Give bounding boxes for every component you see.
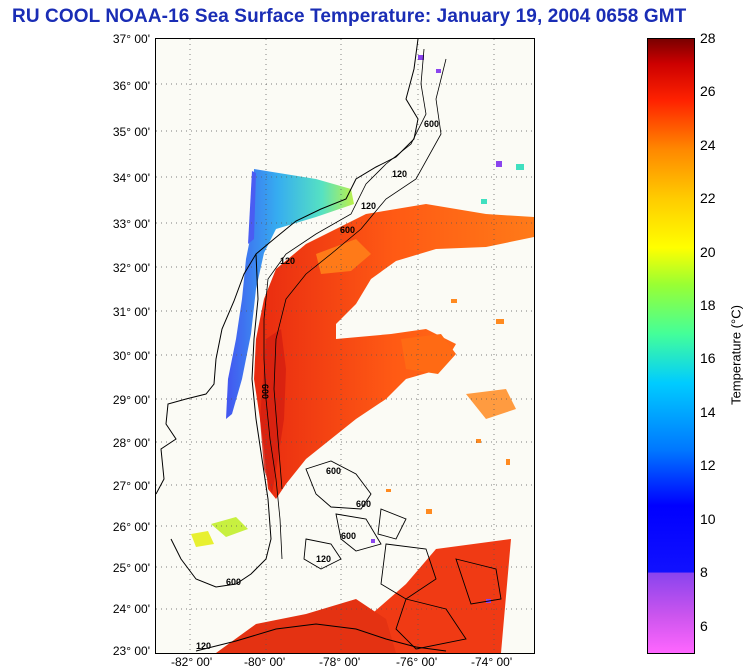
cloud-speckle <box>386 299 510 514</box>
lat-tick-label: 24° 00' <box>112 602 150 616</box>
graticule <box>156 39 534 653</box>
lat-tick-label: 35° 00' <box>112 125 150 139</box>
map-title: RU COOL NOAA-16 Sea Surface Temperature:… <box>12 6 687 27</box>
lat-tick-label: 32° 00' <box>112 261 150 275</box>
isobath-label: 600 <box>226 577 241 587</box>
cool-shelf-water <box>248 171 256 244</box>
isobath-label: 600 <box>260 384 270 399</box>
lat-tick-label: 34° 00' <box>112 171 150 185</box>
warm-patch <box>316 239 371 274</box>
colorbar-tick: 8 <box>700 564 708 580</box>
isobath <box>273 58 447 490</box>
warm-gulf-stream <box>254 204 534 499</box>
lon-tick-label: -80° 00' <box>244 655 286 669</box>
colorbar-tick: 16 <box>700 350 716 366</box>
lat-tick-label: 26° 00' <box>112 520 150 534</box>
lat-tick-label: 28° 00' <box>112 436 150 450</box>
warm-southern-block <box>366 539 511 653</box>
coastline <box>156 39 419 495</box>
isobath-label: 600 <box>356 499 371 509</box>
colorbar-tick: 6 <box>700 618 708 634</box>
warm-southern-block <box>216 599 396 653</box>
warm-patch <box>401 334 456 374</box>
sst-map-canvas: 600 120 120 600 120 600 600 600 600 120 … <box>156 39 534 653</box>
colorbar-tick: 28 <box>700 30 716 46</box>
cool-patch <box>211 517 248 537</box>
isobath-label: 600 <box>341 531 356 541</box>
lat-tick-label: 36° 00' <box>112 79 150 93</box>
isobath-label: 120 <box>361 201 376 211</box>
colorbar-tick: 12 <box>700 457 716 473</box>
colorbar-tick: 26 <box>700 83 716 99</box>
lat-tick-label: 33° 00' <box>112 217 150 231</box>
colorbar-tick: 20 <box>700 244 716 260</box>
coastline-florida <box>170 253 272 588</box>
lat-tick-label: 31° 00' <box>112 305 150 319</box>
cool-patch <box>191 531 214 547</box>
colorbar-label: Temperature (°C) <box>728 305 744 405</box>
isobath-label: 600 <box>424 119 439 129</box>
lon-tick-label: -78° 00' <box>319 655 361 669</box>
cloud-speckle <box>371 55 502 603</box>
colorbar-tick: 14 <box>700 404 716 420</box>
cuba-coastline <box>195 623 447 652</box>
isobath-label: 600 <box>340 225 355 235</box>
isobath-label: 120 <box>196 641 211 651</box>
lat-tick-label: 29° 00' <box>112 393 150 407</box>
isobath-label: 600 <box>326 466 341 476</box>
isobath-label: 120 <box>392 169 407 179</box>
temperature-colorbar <box>647 38 695 654</box>
warm-patch <box>466 389 516 419</box>
colorbar-tick: 18 <box>700 297 716 313</box>
lon-tick-label: -74° 00' <box>471 655 513 669</box>
isobath-label: 120 <box>280 256 295 266</box>
bahamas-outline <box>303 460 502 650</box>
isobath <box>263 48 427 560</box>
lon-tick-label: -76° 00' <box>396 655 438 669</box>
isobath-label: 120 <box>316 554 331 564</box>
lat-tick-label: 30° 00' <box>112 349 150 363</box>
colorbar-tick: 24 <box>700 137 716 153</box>
lat-tick-label: 23° 00' <box>112 644 150 658</box>
warm-gulf-stream-core <box>260 329 286 494</box>
colorbar-tick: 10 <box>700 511 716 527</box>
lon-tick-label: -82° 00' <box>171 655 213 669</box>
sst-map[interactable]: 600 120 120 600 120 600 600 600 600 120 … <box>155 38 535 654</box>
cool-shelf-water <box>226 169 354 419</box>
colorbar-tick: 22 <box>700 190 716 206</box>
cloud-speckle <box>481 164 524 204</box>
lat-tick-label: 37° 00' <box>112 32 150 46</box>
lat-tick-label: 27° 00' <box>112 479 150 493</box>
lat-tick-label: 25° 00' <box>112 561 150 575</box>
